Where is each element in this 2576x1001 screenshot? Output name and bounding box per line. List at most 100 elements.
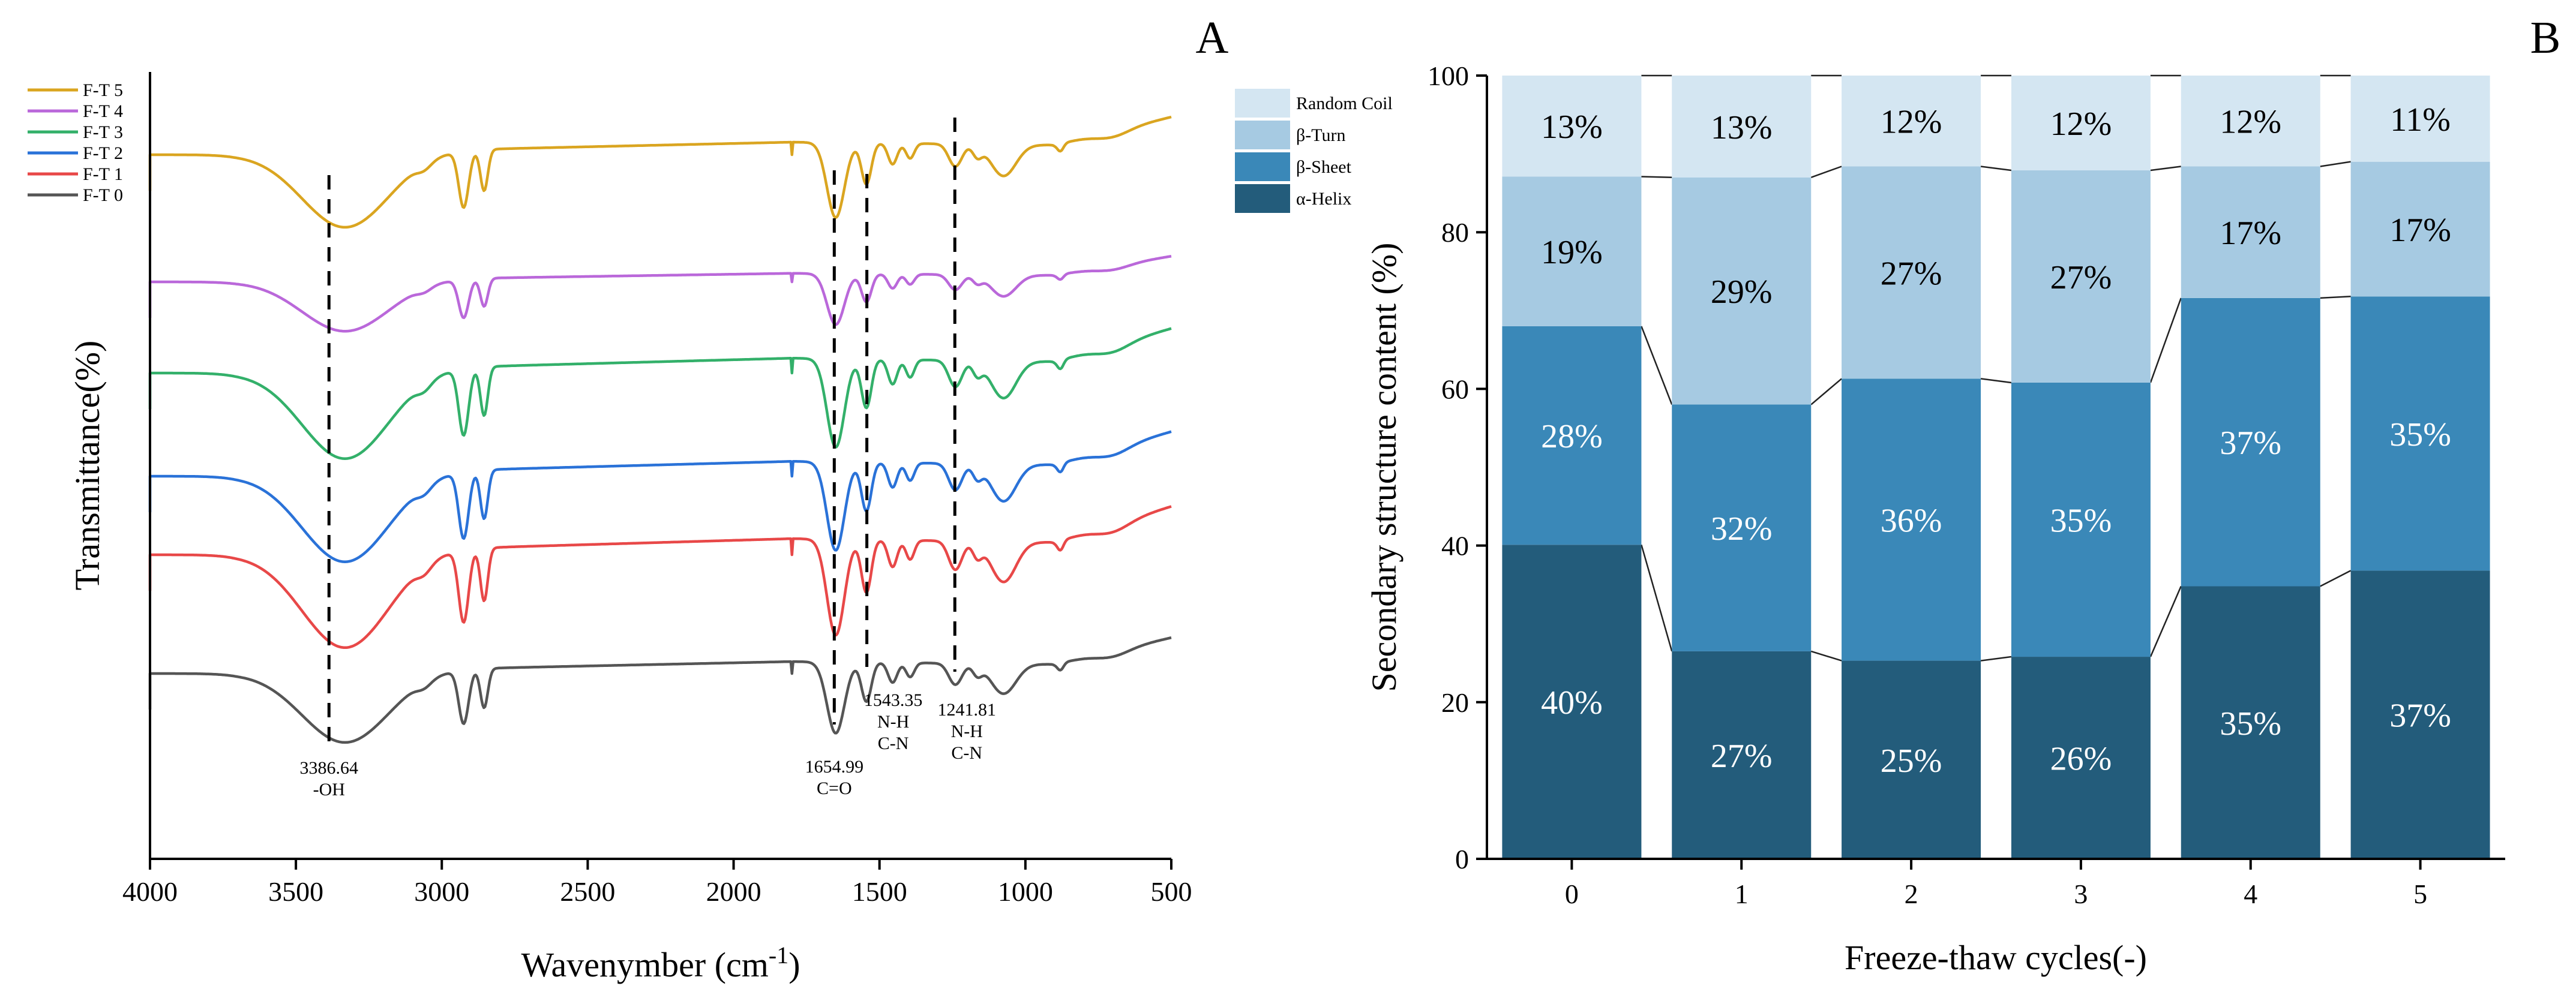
connector-line bbox=[1980, 378, 2012, 384]
peak-label: C-N bbox=[951, 743, 982, 763]
legend-swatch-b bbox=[1235, 184, 1290, 213]
bar--sheet-cycle-0 bbox=[1502, 326, 1642, 545]
bar-value-label: 32% bbox=[1711, 510, 1773, 548]
y-tick-label-b: 100 bbox=[1428, 61, 1469, 91]
bar--sheet-cycle-2 bbox=[1842, 378, 1981, 661]
legend-label-a: F-T 1 bbox=[83, 164, 123, 184]
legend-label-b: Random Coil bbox=[1296, 94, 1393, 113]
connector-line bbox=[1641, 544, 1673, 652]
connector-line bbox=[1641, 176, 1672, 179]
bar-value-label: 35% bbox=[2220, 705, 2281, 743]
connector-line bbox=[1641, 326, 1673, 405]
bar-random-coil-cycle-3 bbox=[2011, 76, 2151, 171]
legend-label-a: F-T 4 bbox=[83, 101, 123, 121]
x-tick-label-b: 1 bbox=[1735, 879, 1749, 909]
y-tick-label-b: 20 bbox=[1441, 687, 1469, 718]
panel-a-letter: A bbox=[1196, 13, 1229, 63]
peak-markers: 3386.64-OH1654.99C=O1543.35N-HC-N1241.81… bbox=[300, 118, 997, 799]
connector-line bbox=[2320, 161, 2351, 167]
x-tick-label-b: 0 bbox=[1565, 879, 1579, 909]
bar-value-label: 35% bbox=[2389, 416, 2451, 453]
peak-label: N-H bbox=[877, 712, 909, 732]
x-tick-label-b: 4 bbox=[2244, 879, 2257, 909]
x-tick-label-a: 2000 bbox=[706, 876, 761, 907]
bar-value-label: 25% bbox=[1881, 743, 1942, 780]
bar--helix-cycle-4 bbox=[2181, 586, 2320, 859]
bar-value-label: 17% bbox=[2389, 212, 2451, 249]
bar-value-label: 36% bbox=[1881, 503, 1942, 540]
bar-connectors bbox=[1641, 74, 2352, 662]
bar--helix-cycle-1 bbox=[1672, 651, 1812, 859]
peak-label: N-H bbox=[951, 722, 983, 741]
x-tick-label-a: 4000 bbox=[122, 876, 178, 907]
peak-label: 1543.35 bbox=[864, 690, 923, 710]
x-tick-label-b: 3 bbox=[2074, 879, 2088, 909]
x-tick-label-b: 2 bbox=[1905, 879, 1918, 909]
bar-value-label: 37% bbox=[2389, 698, 2451, 735]
peak-label: C-N bbox=[878, 734, 909, 753]
bar--turn-cycle-5 bbox=[2350, 161, 2490, 297]
y-tick-label-b: 0 bbox=[1455, 844, 1469, 874]
legend-secondary-structure: Random Coil β-Turn β-Sheet α-Helix bbox=[1235, 89, 1393, 213]
y-axis-title-a: Transmittance(%) bbox=[68, 341, 107, 591]
x-tick-label-a: 3000 bbox=[414, 876, 469, 907]
x-tick-label-a: 500 bbox=[1151, 876, 1192, 907]
legend-swatch-b bbox=[1235, 89, 1290, 118]
peak-label: 1241.81 bbox=[938, 700, 997, 720]
bar-random-coil-cycle-2 bbox=[1842, 76, 1981, 167]
y-tick-label-b: 40 bbox=[1441, 531, 1469, 561]
bar-value-label: 26% bbox=[2050, 741, 2112, 778]
bar-value-label: 27% bbox=[1881, 255, 1942, 292]
legend-label-a: F-T 0 bbox=[83, 185, 123, 205]
legend-label-b: β-Turn bbox=[1296, 125, 1346, 145]
y-tick-label-b: 60 bbox=[1441, 374, 1469, 404]
bar-value-label: 13% bbox=[1711, 109, 1773, 146]
bar-value-label: 12% bbox=[2050, 106, 2112, 143]
connector-line bbox=[1980, 166, 2012, 172]
legend-label-b: α-Helix bbox=[1296, 189, 1351, 209]
panel-a-ftir-chart: A 3386.64-OH1654.99C=O1543.35N-HC-N1241.… bbox=[28, 13, 1229, 984]
x-axis-title-a-sup: -1 bbox=[769, 942, 788, 969]
bar--helix-cycle-3 bbox=[2011, 657, 2151, 859]
bar--turn-cycle-2 bbox=[1842, 166, 1981, 379]
bar--helix-cycle-0 bbox=[1502, 545, 1642, 859]
x-axis-title-a-main: Wavenymber (cm bbox=[521, 945, 768, 984]
bar-value-label: 19% bbox=[1541, 234, 1603, 271]
y-tick-label-b: 80 bbox=[1441, 217, 1469, 248]
bar-value-label: 27% bbox=[1711, 738, 1773, 775]
legend-swatch-b bbox=[1235, 152, 1290, 181]
spectrum-f-t3 bbox=[148, 327, 1172, 460]
bar-value-label: 27% bbox=[2050, 259, 2112, 296]
bar-value-label: 35% bbox=[2050, 503, 2112, 540]
x-axis-title-a: Wavenymber (cm-1) bbox=[521, 942, 800, 984]
bar-value-label: 12% bbox=[2220, 104, 2281, 141]
y-axis-title-b: Secondary structure content (%) bbox=[1365, 243, 1404, 692]
x-axis-ticks-a: 4000 3500 3000 2500 2000 1500 1000 500 bbox=[122, 859, 1192, 907]
legend-swatch-b bbox=[1235, 121, 1290, 149]
bar-value-label: 11% bbox=[2390, 101, 2451, 139]
bar-value-label: 28% bbox=[1541, 418, 1603, 455]
bar--turn-cycle-3 bbox=[2011, 170, 2151, 383]
ftir-spectra bbox=[148, 115, 1172, 744]
peak-label: 1654.99 bbox=[805, 757, 864, 777]
bar-random-coil-cycle-4 bbox=[2181, 76, 2320, 167]
legend-label-a: F-T 5 bbox=[83, 80, 123, 100]
bar-random-coil-cycle-1 bbox=[1672, 76, 1812, 178]
spectrum-f-t0 bbox=[148, 636, 1172, 744]
connector-line bbox=[1980, 656, 2012, 662]
x-tick-label-a: 2500 bbox=[560, 876, 615, 907]
bar-value-label: 29% bbox=[1711, 273, 1773, 311]
connector-line bbox=[2149, 297, 2182, 383]
legend-label-a: F-T 3 bbox=[83, 122, 123, 142]
bar--helix-cycle-5 bbox=[2350, 570, 2490, 859]
legend-ftir: F-T 5F-T 4F-T 3F-T 2F-T 1F-T 0 bbox=[28, 80, 123, 205]
connector-line bbox=[2149, 586, 2182, 657]
legend-label-b: β-Sheet bbox=[1296, 157, 1352, 177]
bar--sheet-cycle-1 bbox=[1672, 404, 1812, 651]
peak-label: -OH bbox=[313, 780, 345, 799]
bar--helix-cycle-2 bbox=[1842, 660, 1981, 859]
bar-value-label: 13% bbox=[1541, 109, 1603, 146]
x-axis-title-a-close: ) bbox=[788, 945, 800, 984]
bar-random-coil-cycle-0 bbox=[1502, 76, 1642, 177]
